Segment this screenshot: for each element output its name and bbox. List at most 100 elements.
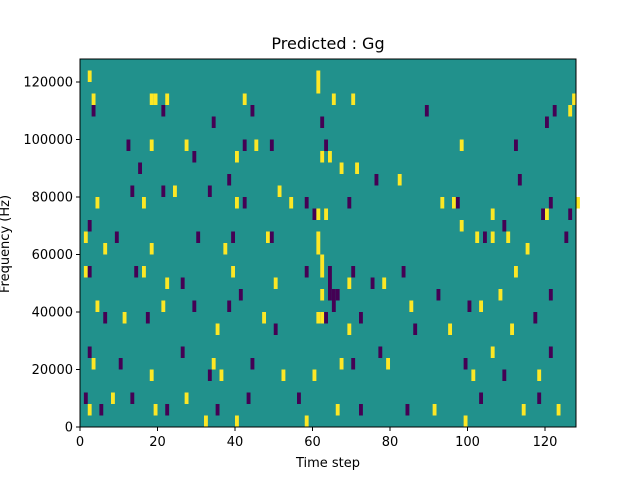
heatmap-cell: [122, 312, 127, 324]
heatmap-cell: [374, 174, 379, 186]
heatmap-cell: [111, 392, 115, 404]
heatmap-cell: [537, 369, 542, 381]
heatmap-cell: [83, 266, 88, 278]
heatmap-cell: [87, 266, 92, 278]
heatmap-cell: [405, 404, 410, 416]
heatmap-cell: [142, 197, 146, 209]
heatmap-cell: [289, 197, 294, 209]
heatmap-cell: [87, 404, 92, 416]
heatmap-cell: [378, 346, 383, 358]
heatmap-cells: [83, 70, 580, 427]
heatmap-cell: [498, 289, 503, 301]
heatmap-cell: [281, 369, 286, 381]
x-tick-label: 40: [227, 435, 244, 450]
heatmap-cell: [471, 369, 476, 381]
plot-background: [80, 59, 576, 427]
heatmap-cell: [211, 358, 216, 370]
heatmap-cell: [316, 70, 321, 82]
y-tick-label: 40000: [32, 306, 73, 321]
heatmap-cell: [235, 415, 239, 427]
heatmap-cell: [386, 358, 391, 370]
heatmap-cell: [207, 369, 212, 381]
heatmap-cell: [475, 231, 480, 243]
x-tick-label: 120: [533, 435, 558, 450]
heatmap-cell: [277, 185, 282, 197]
y-tick-label: 100000: [23, 133, 73, 148]
heatmap-cell: [455, 197, 460, 209]
heatmap-cell: [548, 289, 553, 301]
heatmap-cell: [142, 266, 146, 278]
heatmap-cell: [173, 185, 177, 197]
heatmap-cell: [568, 208, 573, 220]
plot-frame: [79, 58, 577, 428]
heatmap-cell: [165, 404, 170, 416]
heatmap-cell: [304, 197, 309, 209]
heatmap-cell: [324, 208, 329, 220]
heatmap-cell: [510, 323, 515, 335]
heatmap-cell: [521, 404, 526, 416]
heatmap-cell: [355, 162, 360, 174]
heatmap-cell: [180, 346, 185, 358]
x-axis: 0 20 40 60 80 100 120: [76, 427, 558, 450]
heatmap-cell: [153, 404, 158, 416]
heatmap-cell: [114, 231, 119, 243]
x-axis-label: Time step: [295, 456, 360, 471]
plot-area: [79, 58, 580, 428]
heatmap-cell: [184, 392, 189, 404]
heatmap-cell: [479, 300, 484, 312]
heatmap-cell: [576, 197, 580, 209]
heatmap-cell: [223, 243, 228, 255]
heatmap-cell: [242, 197, 247, 209]
heatmap-cell: [568, 105, 573, 117]
heatmap-cell: [204, 415, 208, 427]
heatmap-cell: [316, 231, 321, 243]
heatmap-cell: [335, 404, 340, 416]
heatmap-cell: [316, 243, 321, 255]
heatmap-cell: [91, 105, 96, 117]
heatmap-cell: [351, 93, 356, 105]
heatmap-cell: [273, 277, 278, 289]
heatmap-cell: [83, 231, 88, 243]
heatmap-cell: [153, 93, 158, 105]
heatmap-cell: [312, 369, 317, 381]
heatmap-cell: [304, 266, 309, 278]
heatmap-cell: [231, 231, 236, 243]
heatmap-cell: [382, 277, 387, 289]
x-tick-label: 0: [76, 435, 84, 450]
heatmap-cell: [572, 93, 577, 105]
y-tick-label: 0: [65, 421, 73, 436]
heatmap-cell: [126, 139, 131, 151]
heatmap-cell: [459, 139, 464, 151]
x-tick-label: 20: [149, 435, 166, 450]
y-tick-label: 120000: [23, 76, 73, 91]
heatmap-cell: [324, 312, 329, 324]
heatmap-cell: [215, 323, 220, 335]
heatmap-cell: [87, 220, 92, 232]
heatmap-cell: [312, 208, 317, 220]
heatmap-cell: [397, 174, 402, 186]
heatmap-cell: [351, 358, 356, 370]
heatmap-cell: [347, 197, 352, 209]
heatmap-cell: [95, 197, 100, 209]
heatmap-cell: [432, 404, 437, 416]
heatmap-cell: [537, 392, 542, 404]
heatmap-cell: [269, 139, 274, 151]
heatmap-cell: [347, 277, 352, 289]
heatmap-cell: [149, 369, 154, 381]
heatmap-cell: [231, 266, 236, 278]
heatmap-cell: [227, 174, 232, 186]
heatmap-cell: [103, 243, 108, 255]
heatmap-cell: [370, 277, 375, 289]
heatmap-cell: [238, 289, 243, 301]
heatmap-cell: [448, 323, 453, 335]
heatmap-cell: [192, 151, 197, 163]
y-tick-label: 60000: [32, 248, 73, 263]
heatmap-cell: [548, 346, 553, 358]
heatmap-cell: [138, 162, 143, 174]
heatmap-cell: [211, 116, 216, 128]
heatmap-cell: [227, 300, 232, 312]
heatmap-cell: [424, 105, 429, 117]
heatmap-cell: [246, 392, 251, 404]
heatmap-cell: [467, 300, 472, 312]
heatmap-cell: [269, 231, 274, 243]
